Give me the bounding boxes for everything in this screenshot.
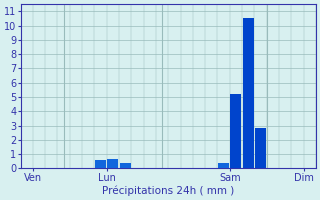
Bar (95, 160, 106, 168)
Bar (255, 128, 266, 168)
Bar (230, 94, 241, 168)
Bar (218, 163, 229, 168)
X-axis label: Précipitations 24h ( mm ): Précipitations 24h ( mm ) (102, 185, 234, 196)
Bar (243, 18, 254, 168)
Bar (107, 159, 118, 168)
Bar (120, 163, 131, 168)
